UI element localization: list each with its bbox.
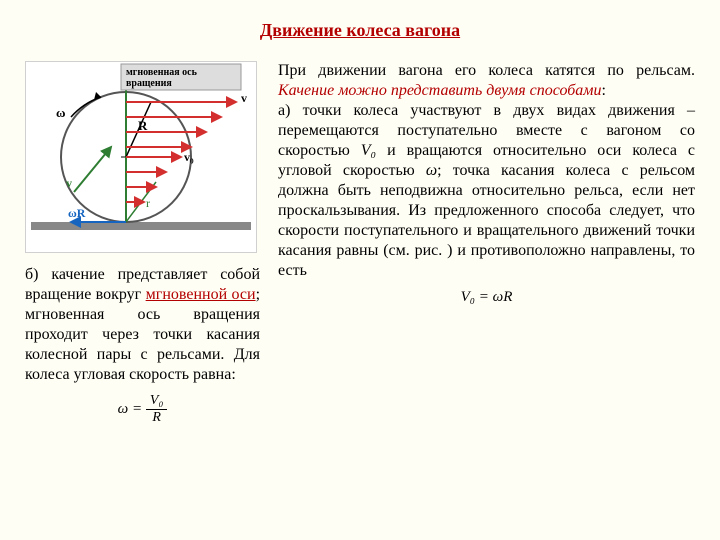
formula-num: V₀: [146, 393, 167, 410]
v0-label: v₀: [184, 150, 194, 164]
formula-den: R: [146, 410, 167, 426]
omega-label: ω: [56, 105, 66, 120]
left-column: рельс мгновенная ось вращения ω R: [25, 61, 260, 426]
radius-r-label: r: [146, 196, 150, 210]
v-top-label: v: [241, 91, 247, 105]
item-a-body3: ; точка касания колеса с рельсом должна …: [278, 162, 695, 279]
v-green-label: v: [66, 176, 72, 190]
item-a-prefix: а): [278, 102, 290, 119]
wR-label: ωR: [68, 206, 86, 220]
page-title: Движение колеса вагона: [25, 20, 695, 41]
item-b-prefix: б): [25, 266, 38, 283]
right-column: При движении вагона его колеса катятся п…: [278, 61, 695, 426]
wheel-diagram: рельс мгновенная ось вращения ω R: [25, 61, 257, 253]
axis-label-line2: вращения: [126, 78, 172, 89]
formula-lhs: ω =: [118, 401, 142, 417]
axis-label-line1: мгновенная ось: [126, 67, 198, 78]
intro-italic: Качение можно представить двумя способам…: [278, 82, 602, 99]
sym-v0: V₀: [361, 142, 376, 159]
item-b-text: б) качение представляет собой вращение в…: [25, 265, 260, 385]
content-columns: рельс мгновенная ось вращения ω R: [25, 61, 695, 426]
formula-omega: ω = V₀ R: [25, 393, 260, 426]
intro-colon: :: [602, 82, 606, 99]
formula-v0wr: V₀ = ωR: [278, 289, 695, 306]
intro-paragraph: При движении вагона его колеса катятся п…: [278, 61, 695, 101]
sym-omega: ω: [426, 162, 437, 179]
intro-text: При движении вагона его колеса катятся п…: [278, 62, 695, 79]
radius-R-label: R: [138, 118, 148, 133]
rail-label: рельс: [36, 228, 62, 240]
item-a-text: а) точки колеса участвуют в двух видах д…: [278, 101, 695, 281]
instantaneous-axis-link[interactable]: мгновенной оси: [146, 286, 256, 303]
